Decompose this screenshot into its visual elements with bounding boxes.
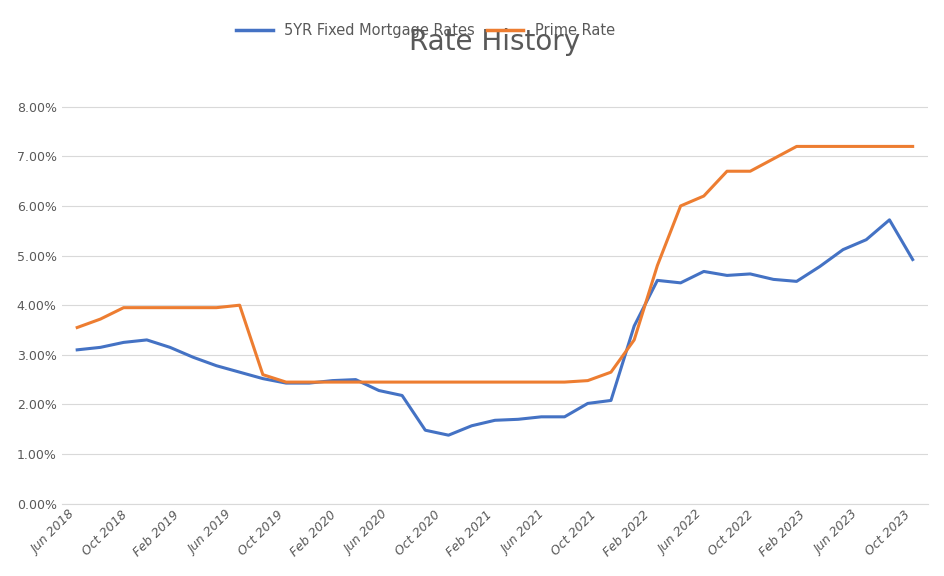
Prime Rate [94, 316, 106, 323]
5YR Fixed Mortgage Rates [512, 416, 523, 423]
Prime Rate [651, 262, 663, 269]
Prime Rate [720, 168, 732, 175]
5YR Fixed Mortgage Rates [767, 276, 778, 283]
5YR Fixed Mortgage Rates [257, 375, 268, 382]
5YR Fixed Mortgage Rates [582, 400, 593, 407]
5YR Fixed Mortgage Rates [558, 414, 569, 420]
5YR Fixed Mortgage Rates [674, 279, 685, 286]
Prime Rate [257, 371, 268, 378]
Prime Rate [628, 336, 639, 343]
Prime Rate [582, 377, 593, 384]
Prime Rate [767, 156, 778, 162]
Prime Rate [744, 168, 755, 175]
Prime Rate [489, 378, 500, 385]
Prime Rate [327, 378, 338, 385]
5YR Fixed Mortgage Rates [605, 397, 616, 404]
Prime Rate [836, 143, 848, 150]
5YR Fixed Mortgage Rates [790, 278, 801, 285]
5YR Fixed Mortgage Rates [744, 271, 755, 278]
Prime Rate [790, 143, 801, 150]
Prime Rate [187, 304, 198, 311]
Prime Rate [535, 378, 547, 385]
5YR Fixed Mortgage Rates [234, 369, 245, 376]
5YR Fixed Mortgage Rates [814, 263, 825, 270]
Prime Rate [465, 378, 477, 385]
5YR Fixed Mortgage Rates [720, 272, 732, 279]
Prime Rate [211, 304, 222, 311]
Prime Rate [698, 192, 709, 199]
5YR Fixed Mortgage Rates [141, 336, 152, 343]
5YR Fixed Mortgage Rates [327, 377, 338, 384]
Prime Rate [303, 378, 314, 385]
Prime Rate [512, 378, 523, 385]
Prime Rate [141, 304, 152, 311]
5YR Fixed Mortgage Rates [303, 380, 314, 386]
5YR Fixed Mortgage Rates [164, 344, 176, 351]
5YR Fixed Mortgage Rates [443, 432, 454, 439]
5YR Fixed Mortgage Rates [465, 422, 477, 429]
Legend: 5YR Fixed Mortgage Rates, Prime Rate: 5YR Fixed Mortgage Rates, Prime Rate [230, 17, 620, 44]
Prime Rate [419, 378, 430, 385]
5YR Fixed Mortgage Rates [419, 427, 430, 434]
5YR Fixed Mortgage Rates [94, 344, 106, 351]
5YR Fixed Mortgage Rates [651, 277, 663, 284]
Prime Rate [118, 304, 129, 311]
Prime Rate [349, 378, 361, 385]
5YR Fixed Mortgage Rates [628, 323, 639, 329]
5YR Fixed Mortgage Rates [280, 380, 292, 386]
Prime Rate [280, 378, 292, 385]
5YR Fixed Mortgage Rates [396, 392, 408, 399]
5YR Fixed Mortgage Rates [373, 387, 384, 394]
Prime Rate [814, 143, 825, 150]
5YR Fixed Mortgage Rates [535, 414, 547, 420]
Prime Rate [443, 378, 454, 385]
Line: Prime Rate: Prime Rate [77, 146, 912, 382]
Prime Rate [373, 378, 384, 385]
5YR Fixed Mortgage Rates [489, 417, 500, 424]
5YR Fixed Mortgage Rates [836, 246, 848, 253]
Prime Rate [674, 203, 685, 210]
Prime Rate [605, 369, 616, 376]
Prime Rate [234, 302, 245, 309]
Title: Rate History: Rate History [409, 28, 580, 56]
5YR Fixed Mortgage Rates [349, 376, 361, 383]
5YR Fixed Mortgage Rates [860, 236, 871, 243]
Prime Rate [906, 143, 918, 150]
5YR Fixed Mortgage Rates [698, 268, 709, 275]
5YR Fixed Mortgage Rates [883, 217, 894, 223]
5YR Fixed Mortgage Rates [906, 256, 918, 263]
Prime Rate [883, 143, 894, 150]
Prime Rate [860, 143, 871, 150]
5YR Fixed Mortgage Rates [72, 346, 83, 353]
5YR Fixed Mortgage Rates [211, 362, 222, 369]
Prime Rate [72, 324, 83, 331]
5YR Fixed Mortgage Rates [187, 354, 198, 361]
Line: 5YR Fixed Mortgage Rates: 5YR Fixed Mortgage Rates [77, 220, 912, 435]
5YR Fixed Mortgage Rates [118, 339, 129, 346]
Prime Rate [396, 378, 408, 385]
Prime Rate [558, 378, 569, 385]
Prime Rate [164, 304, 176, 311]
